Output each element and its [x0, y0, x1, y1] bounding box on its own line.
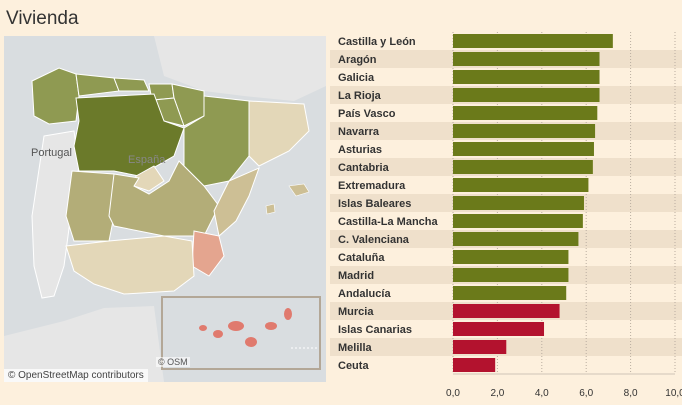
- category-label: Islas Baleares: [338, 198, 411, 210]
- region-c-valenciana: [213, 167, 260, 237]
- bar: [453, 322, 545, 336]
- x-tick-label: 2,0: [490, 388, 504, 399]
- category-label: Andalucía: [338, 288, 391, 300]
- category-label: Castilla y León: [338, 36, 416, 48]
- bar: [453, 340, 507, 354]
- bar-chart-svg: Castilla y León Aragón Galicia La Rioja País…: [330, 32, 682, 399]
- category-label: Navarra: [338, 126, 380, 138]
- region-cataluna: [248, 100, 310, 167]
- bar: [453, 232, 579, 246]
- bar: [453, 52, 600, 66]
- bar: [453, 106, 598, 120]
- region-extremadura: [65, 170, 115, 242]
- category-label: País Vasco: [338, 108, 396, 120]
- africa-land: [4, 306, 164, 382]
- category-label: Melilla: [338, 342, 373, 354]
- canary-islands-map: [199, 308, 319, 349]
- bar: [453, 214, 583, 228]
- x-tick-label: 6,0: [579, 388, 593, 399]
- x-tick-label: 0,0: [446, 388, 460, 399]
- category-label: Asturias: [338, 144, 382, 156]
- bar: [453, 70, 600, 84]
- category-label: Cataluña: [338, 252, 385, 264]
- category-label: C. Valenciana: [338, 234, 410, 246]
- bar: [453, 178, 589, 192]
- bar: [453, 250, 569, 264]
- x-tick-label: 10,0: [665, 388, 682, 399]
- region-cantabria: [113, 77, 150, 92]
- label-espana: España: [128, 154, 166, 166]
- category-label: Extremadura: [338, 180, 406, 192]
- label-portugal: Portugal: [31, 147, 72, 159]
- region-navarra: [171, 83, 205, 127]
- bar: [453, 304, 560, 318]
- map-panel[interactable]: Portugal España © OSM © OpenStreetMap co…: [4, 36, 326, 382]
- bar: [453, 142, 594, 156]
- x-tick-label: 4,0: [535, 388, 549, 399]
- category-label: La Rioja: [338, 90, 382, 102]
- region-islas-baleares: [288, 183, 310, 197]
- category-label: Aragón: [338, 54, 377, 66]
- category-label: Galicia: [338, 72, 375, 84]
- region-islas-baleares-2: [265, 203, 276, 215]
- region-asturias: [75, 73, 120, 97]
- category-label: Islas Canarias: [338, 324, 412, 336]
- bar: [453, 124, 596, 138]
- region-andalucia: [65, 235, 195, 295]
- map-attribution[interactable]: © OpenStreetMap contributors: [4, 369, 148, 382]
- x-tick-label: 8,0: [624, 388, 638, 399]
- page-title: Vivienda: [6, 8, 79, 29]
- bar: [453, 34, 613, 48]
- bar: [453, 358, 496, 372]
- bar: [453, 268, 569, 282]
- category-label: Madrid: [338, 270, 374, 282]
- region-murcia: [191, 230, 225, 277]
- category-label: Ceuta: [338, 360, 369, 372]
- osm-small-label: © OSM: [156, 357, 190, 367]
- spain-map: [4, 36, 326, 382]
- bar: [453, 196, 584, 210]
- region-castilla-la-mancha: [108, 160, 220, 237]
- region-galicia: [31, 67, 80, 125]
- bar: [453, 160, 593, 174]
- bar: [453, 88, 600, 102]
- category-label: Castilla-La Mancha: [338, 216, 439, 228]
- category-label: Cantabria: [338, 162, 390, 174]
- bar: [453, 286, 567, 300]
- category-label: Murcia: [338, 306, 374, 318]
- bar-chart: Castilla y León Aragón Galicia La Rioja País…: [330, 30, 682, 400]
- france-land: [154, 36, 326, 101]
